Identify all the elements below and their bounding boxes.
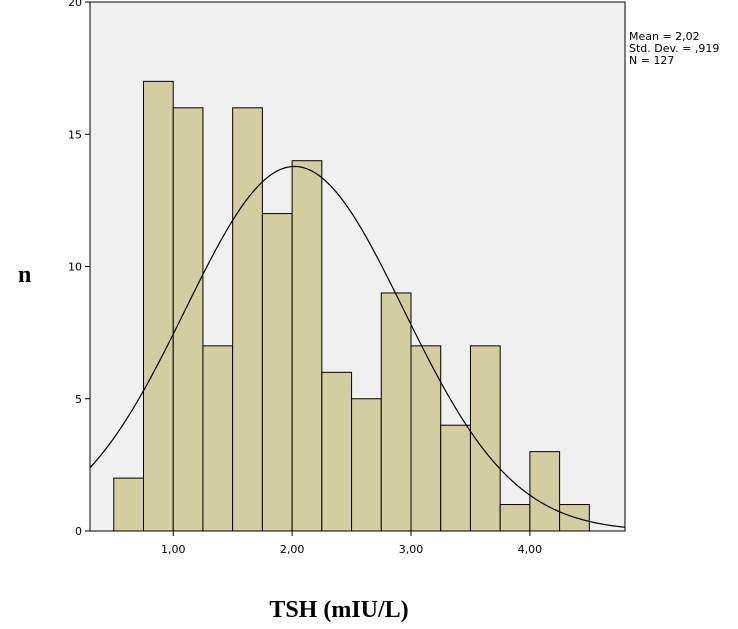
histogram-bar [143,80,174,532]
histogram-bar [232,107,263,532]
x-axis-label: TSH (mIU/L) [269,597,408,623]
normal-curve [89,165,626,528]
histogram-bar [172,107,204,532]
y-tick-label: 10 [68,261,82,274]
x-tick-label: 3,00 [399,543,424,556]
histogram-bar [440,424,471,532]
x-axis-ticks: 1,00 2,00 3,00 4,00 [161,531,542,556]
histogram-bar [351,398,382,532]
y-axis-label: n [18,262,31,288]
histogram-bar [410,345,442,532]
bars-group [113,80,590,532]
stats-mean: Mean = 2,02 [629,30,700,43]
histogram-bar [380,292,412,532]
stats-n: N = 127 [629,54,674,67]
histogram-bar [499,504,531,532]
y-axis-ticks: 0 5 10 15 20 [68,0,90,538]
histogram-bar [261,213,293,532]
histogram-bar [202,345,234,532]
histogram-bar [529,451,561,532]
x-tick-label: 1,00 [161,543,186,556]
histogram-bar [113,477,144,532]
x-tick-label: 4,00 [518,543,543,556]
x-tick-label: 2,00 [280,543,305,556]
histogram-bar [321,371,353,532]
y-tick-label: 0 [75,525,82,538]
y-tick-label: 20 [68,0,82,9]
stats-std-dev: Std. Dev. = ,919 [629,42,719,55]
y-tick-label: 5 [75,393,82,406]
histogram-bar [291,160,323,532]
y-tick-label: 15 [68,128,82,141]
